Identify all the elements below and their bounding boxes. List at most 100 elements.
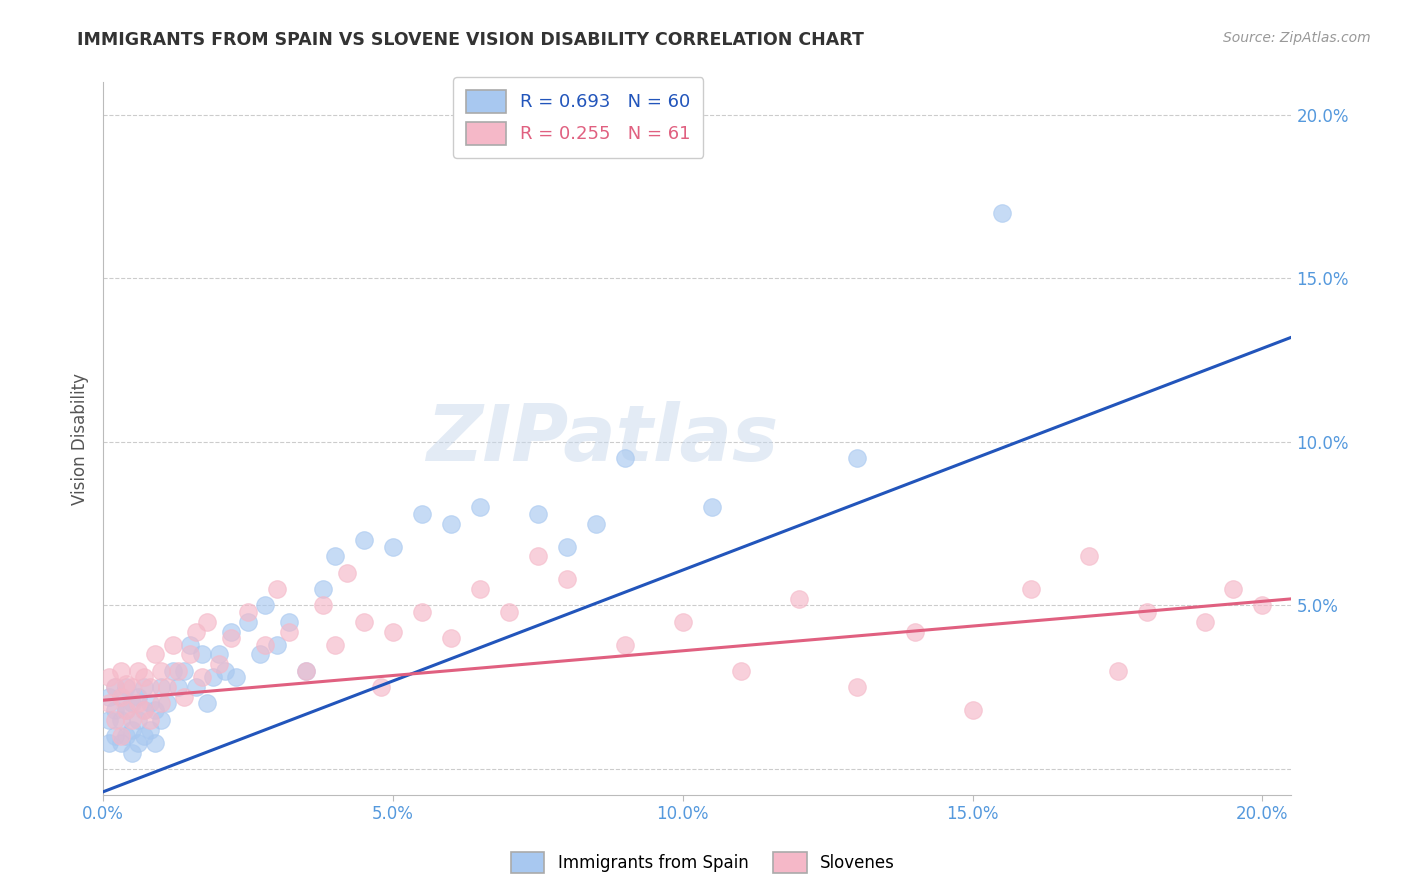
Point bbox=[277, 615, 299, 629]
Point bbox=[214, 664, 236, 678]
Point bbox=[1019, 582, 1042, 596]
Point bbox=[266, 582, 288, 596]
Point bbox=[143, 703, 166, 717]
Point bbox=[672, 615, 695, 629]
Point bbox=[613, 638, 636, 652]
Point bbox=[1077, 549, 1099, 564]
Point bbox=[440, 516, 463, 531]
Point bbox=[143, 736, 166, 750]
Point bbox=[225, 670, 247, 684]
Point bbox=[104, 713, 127, 727]
Point bbox=[110, 713, 132, 727]
Point bbox=[197, 697, 219, 711]
Point bbox=[127, 697, 149, 711]
Point bbox=[104, 729, 127, 743]
Point bbox=[110, 729, 132, 743]
Point bbox=[266, 638, 288, 652]
Point bbox=[115, 703, 138, 717]
Point bbox=[295, 664, 318, 678]
Point bbox=[353, 615, 375, 629]
Point bbox=[156, 697, 179, 711]
Point bbox=[370, 680, 392, 694]
Point bbox=[167, 680, 190, 694]
Point bbox=[277, 624, 299, 639]
Point bbox=[162, 664, 184, 678]
Point bbox=[115, 729, 138, 743]
Point bbox=[555, 540, 578, 554]
Y-axis label: Vision Disability: Vision Disability bbox=[72, 373, 89, 505]
Point bbox=[190, 648, 212, 662]
Point bbox=[150, 697, 173, 711]
Point bbox=[208, 648, 231, 662]
Point bbox=[121, 746, 143, 760]
Point bbox=[132, 680, 155, 694]
Point bbox=[167, 664, 190, 678]
Point bbox=[498, 605, 520, 619]
Point bbox=[104, 680, 127, 694]
Point bbox=[143, 648, 166, 662]
Point bbox=[138, 713, 160, 727]
Text: Source: ZipAtlas.com: Source: ZipAtlas.com bbox=[1223, 31, 1371, 45]
Point bbox=[219, 631, 242, 645]
Point bbox=[150, 664, 173, 678]
Point bbox=[173, 690, 195, 704]
Point bbox=[97, 736, 120, 750]
Point bbox=[184, 624, 207, 639]
Point bbox=[585, 516, 607, 531]
Point bbox=[97, 670, 120, 684]
Point bbox=[468, 500, 491, 515]
Point bbox=[962, 703, 984, 717]
Point bbox=[527, 549, 550, 564]
Point bbox=[202, 670, 225, 684]
Point bbox=[295, 664, 318, 678]
Point bbox=[700, 500, 723, 515]
Point bbox=[197, 615, 219, 629]
Legend: R = 0.693   N = 60, R = 0.255   N = 61: R = 0.693 N = 60, R = 0.255 N = 61 bbox=[454, 77, 703, 158]
Point bbox=[381, 540, 404, 554]
Point bbox=[138, 680, 160, 694]
Point bbox=[138, 723, 160, 737]
Point bbox=[115, 677, 138, 691]
Point bbox=[845, 451, 868, 466]
Point bbox=[236, 615, 259, 629]
Point bbox=[110, 664, 132, 678]
Point bbox=[162, 638, 184, 652]
Point bbox=[115, 680, 138, 694]
Point bbox=[121, 697, 143, 711]
Point bbox=[127, 690, 149, 704]
Point bbox=[219, 624, 242, 639]
Point bbox=[156, 680, 179, 694]
Point bbox=[208, 657, 231, 672]
Point bbox=[381, 624, 404, 639]
Point bbox=[845, 680, 868, 694]
Point bbox=[904, 624, 927, 639]
Point bbox=[336, 566, 359, 580]
Point bbox=[190, 670, 212, 684]
Point bbox=[1107, 664, 1129, 678]
Point bbox=[121, 723, 143, 737]
Point bbox=[236, 605, 259, 619]
Point bbox=[150, 680, 173, 694]
Point bbox=[787, 591, 810, 606]
Point bbox=[468, 582, 491, 596]
Point bbox=[132, 703, 155, 717]
Point bbox=[110, 690, 132, 704]
Point bbox=[990, 206, 1012, 220]
Point bbox=[104, 680, 127, 694]
Point bbox=[1222, 582, 1244, 596]
Point bbox=[1135, 605, 1157, 619]
Point bbox=[121, 680, 143, 694]
Point bbox=[132, 670, 155, 684]
Point bbox=[312, 582, 335, 596]
Point bbox=[97, 713, 120, 727]
Point bbox=[249, 648, 271, 662]
Point bbox=[411, 507, 433, 521]
Point bbox=[127, 736, 149, 750]
Point bbox=[127, 713, 149, 727]
Point bbox=[121, 713, 143, 727]
Point bbox=[254, 638, 277, 652]
Point bbox=[110, 736, 132, 750]
Point bbox=[132, 703, 155, 717]
Point bbox=[179, 648, 201, 662]
Point bbox=[104, 703, 127, 717]
